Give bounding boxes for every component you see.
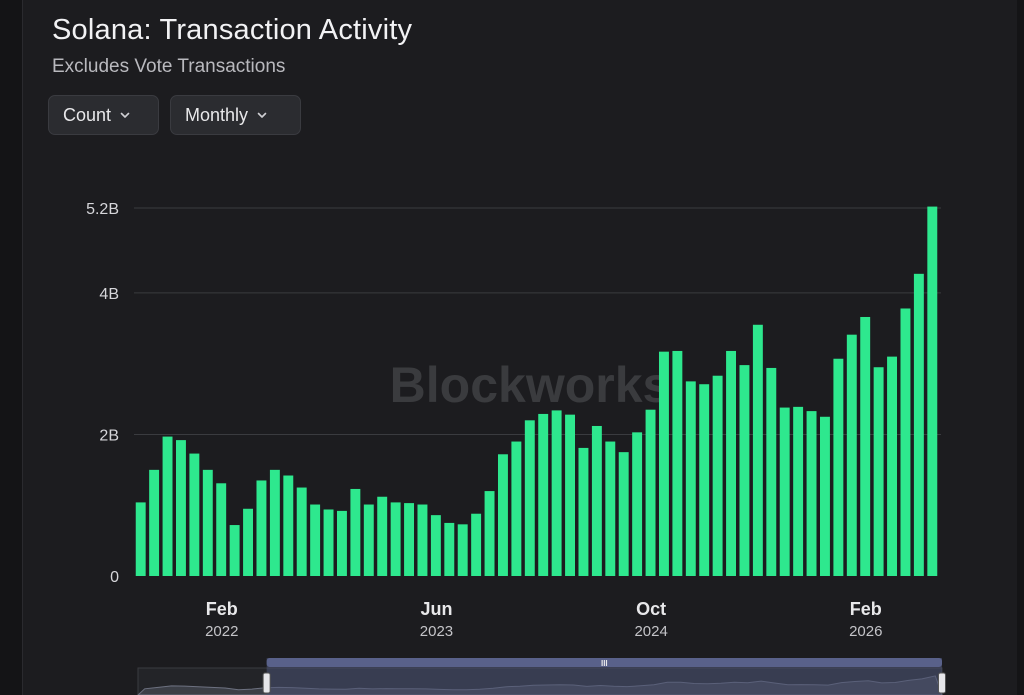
period-dropdown-label: Monthly: [185, 104, 249, 125]
grid-lines: [134, 207, 941, 435]
bar[interactable]: [283, 475, 294, 576]
x-tick-year: 2026: [849, 623, 882, 640]
bar[interactable]: [699, 384, 710, 576]
chart-subtitle: Excludes Vote Transactions: [52, 56, 286, 77]
bar[interactable]: [846, 334, 857, 576]
bar[interactable]: [887, 356, 898, 576]
bar[interactable]: [162, 436, 173, 576]
x-axis: Feb 2022 Jun 2023 Oct 2024 Feb 2026: [205, 599, 882, 640]
chevron-down-icon: [120, 112, 130, 118]
bar[interactable]: [377, 496, 388, 576]
bar[interactable]: [739, 365, 750, 576]
navigator-handle[interactable]: [938, 672, 946, 694]
bar[interactable]: [524, 420, 535, 576]
x-tick-year: 2023: [420, 623, 453, 640]
bar[interactable]: [243, 508, 254, 576]
bar[interactable]: [323, 509, 334, 576]
metric-dropdown-label: Count: [63, 104, 112, 125]
bar[interactable]: [336, 510, 347, 576]
bar[interactable]: [779, 407, 790, 576]
bar[interactable]: [860, 316, 871, 576]
bar[interactable]: [900, 308, 911, 576]
chevron-down-icon: [257, 112, 267, 118]
bar[interactable]: [202, 469, 213, 576]
bar[interactable]: [873, 367, 884, 576]
navigator-grip-icon[interactable]: III: [601, 659, 608, 668]
bar[interactable]: [350, 488, 361, 576]
bar[interactable]: [444, 522, 455, 576]
y-tick-label: 2B: [99, 427, 119, 444]
bar[interactable]: [175, 440, 186, 576]
bar[interactable]: [672, 350, 683, 576]
bar[interactable]: [390, 502, 401, 576]
bar[interactable]: [189, 453, 200, 576]
bar[interactable]: [685, 381, 696, 576]
navigator-scrollbar[interactable]: [266, 658, 942, 667]
bar[interactable]: [417, 504, 428, 576]
y-axis: 0 2B 4B 5.2B: [86, 201, 119, 586]
bar[interactable]: [766, 367, 777, 576]
bar[interactable]: [216, 483, 227, 576]
range-navigator[interactable]: III: [137, 658, 946, 695]
bar[interactable]: [712, 375, 723, 576]
bar[interactable]: [484, 491, 495, 576]
bar[interactable]: [511, 441, 522, 576]
x-tick-month: Jun: [420, 599, 452, 619]
bar[interactable]: [645, 409, 656, 576]
bar[interactable]: [605, 441, 616, 576]
bar[interactable]: [927, 206, 938, 576]
bar[interactable]: [618, 452, 629, 576]
bar[interactable]: [538, 413, 549, 576]
x-tick-month: Feb: [850, 599, 882, 619]
bar[interactable]: [752, 324, 763, 576]
bar[interactable]: [404, 503, 415, 576]
bar[interactable]: [726, 350, 737, 576]
period-dropdown[interactable]: Monthly: [170, 95, 301, 135]
navigator-handle[interactable]: [262, 672, 271, 694]
bar[interactable]: [296, 487, 307, 576]
bar[interactable]: [551, 410, 562, 576]
bar[interactable]: [793, 406, 804, 576]
x-tick-year: 2024: [634, 623, 667, 640]
x-tick-month: Oct: [636, 599, 666, 619]
bar[interactable]: [149, 469, 160, 576]
bar[interactable]: [632, 432, 643, 576]
bar[interactable]: [135, 502, 146, 576]
bar[interactable]: [913, 273, 924, 576]
bar[interactable]: [363, 504, 374, 576]
bar[interactable]: [430, 515, 441, 576]
chart-title: Solana: Transaction Activity: [52, 14, 413, 46]
bar[interactable]: [310, 504, 321, 576]
x-tick-month: Feb: [206, 599, 238, 619]
bar[interactable]: [229, 525, 240, 576]
y-tick-label: 0: [110, 569, 119, 586]
bar[interactable]: [457, 524, 468, 576]
bars: [135, 206, 938, 576]
bar[interactable]: [497, 454, 508, 576]
bar[interactable]: [591, 425, 602, 576]
watermark: Blockworks: [390, 357, 671, 413]
bar[interactable]: [578, 447, 589, 576]
y-tick-label: 4B: [99, 286, 119, 303]
x-tick-year: 2022: [205, 623, 238, 640]
bar[interactable]: [565, 414, 576, 576]
bar[interactable]: [833, 358, 844, 576]
bar[interactable]: [806, 411, 817, 576]
bar[interactable]: [819, 416, 830, 576]
bar[interactable]: [256, 480, 267, 576]
bar[interactable]: [269, 469, 280, 576]
metric-dropdown[interactable]: Count: [48, 95, 159, 135]
bar[interactable]: [658, 351, 669, 576]
y-tick-label: 5.2B: [86, 201, 119, 218]
bar[interactable]: [471, 513, 482, 576]
